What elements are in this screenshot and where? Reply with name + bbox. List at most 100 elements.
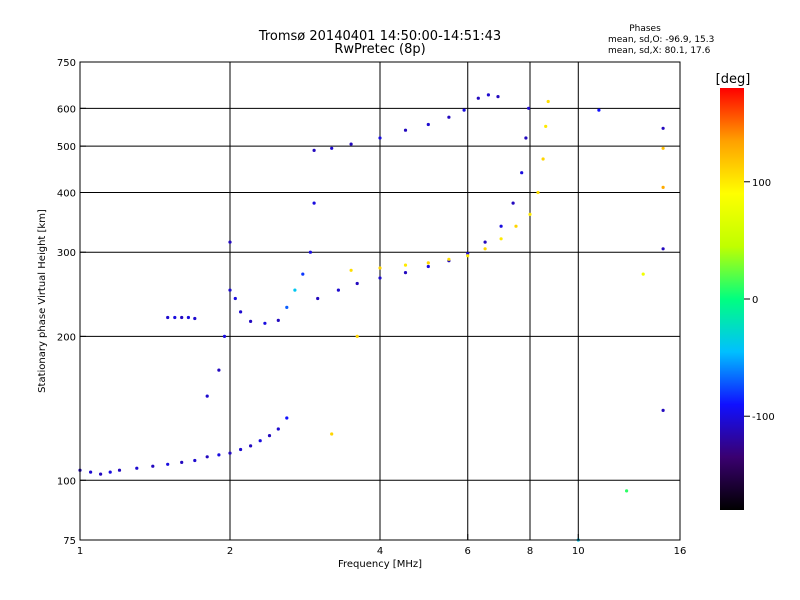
data-point — [625, 489, 629, 493]
data-point — [378, 136, 382, 140]
stats-heading: Phases — [629, 24, 661, 34]
data-point — [466, 254, 470, 258]
y-tick-label: 500 — [57, 142, 76, 153]
data-point — [546, 99, 550, 104]
data-point — [641, 272, 645, 276]
data-point — [249, 319, 253, 323]
x-tick-label: 6 — [465, 546, 471, 557]
data-point — [228, 288, 232, 292]
data-point — [228, 240, 232, 244]
data-point — [483, 240, 487, 244]
data-point — [483, 247, 487, 251]
y-tick-label: 300 — [57, 248, 76, 259]
x-tick-label: 2 — [227, 546, 233, 557]
data-point — [173, 315, 177, 320]
data-point — [193, 316, 197, 321]
colorbar-tick-label: -100 — [752, 412, 775, 423]
data-point — [476, 96, 480, 100]
grid — [80, 62, 680, 540]
data-point — [447, 257, 451, 261]
data-point — [403, 271, 408, 275]
data-point — [222, 334, 227, 338]
y-tick-label: 75 — [63, 536, 76, 547]
data-point — [536, 190, 540, 195]
x-tick-label: 4 — [377, 546, 383, 557]
data-point — [267, 434, 272, 438]
data-point — [520, 171, 524, 175]
data-point — [524, 136, 528, 140]
x-tick-label: 10 — [572, 546, 585, 557]
data-point — [285, 305, 289, 309]
x-tick-label: 16 — [674, 546, 687, 557]
data-point — [276, 427, 280, 431]
y-axis: 75 100 200 300 400 500 600 750 — [57, 58, 86, 547]
data-point — [217, 453, 221, 457]
stats-x: mean, sd,X: 80.1, 17.6 — [608, 46, 711, 56]
data-point — [514, 224, 518, 228]
data-point — [544, 124, 548, 128]
data-point — [499, 237, 503, 241]
y-tick-label: 100 — [57, 476, 76, 487]
data-point — [301, 272, 305, 276]
data-point — [233, 296, 237, 301]
colorbar — [720, 88, 744, 510]
data-point — [426, 264, 430, 269]
data-point — [312, 201, 316, 205]
data-point — [166, 315, 170, 320]
data-point — [355, 334, 359, 338]
data-point — [426, 261, 430, 265]
data-point — [151, 464, 155, 468]
data-point — [316, 296, 320, 301]
chart-subtitle: RwPretec (8p) — [334, 42, 425, 57]
data-point — [117, 468, 122, 472]
data-point — [312, 148, 316, 152]
data-point — [511, 201, 515, 205]
data-point — [336, 288, 340, 292]
data-point — [378, 266, 382, 270]
data-point — [661, 126, 665, 130]
data-point — [447, 115, 451, 119]
data-point — [308, 250, 312, 254]
data-point — [330, 432, 334, 436]
data-point — [239, 310, 243, 314]
data-point — [486, 93, 490, 97]
data-point — [661, 408, 665, 412]
stats-o: mean, sd,O: -96.9, 15.3 — [608, 35, 714, 45]
y-tick-label: 750 — [57, 58, 76, 69]
data-point — [186, 315, 190, 320]
data-point — [597, 108, 601, 112]
data-point — [661, 247, 665, 251]
data-point — [166, 462, 170, 466]
colorbar-tick-label: 0 — [752, 295, 758, 306]
data-point — [293, 288, 297, 292]
data-point — [263, 321, 267, 325]
data-points — [78, 93, 665, 542]
data-point — [541, 157, 545, 161]
data-point — [193, 458, 197, 463]
data-point — [285, 416, 289, 420]
data-point — [499, 224, 503, 228]
data-point — [249, 444, 253, 448]
colorbar-label: [deg] — [716, 72, 751, 87]
data-point — [378, 276, 382, 280]
data-point — [462, 108, 466, 112]
data-point — [180, 315, 184, 320]
x-axis-label: Frequency [MHz] — [338, 559, 422, 570]
data-point — [108, 470, 112, 474]
chart-title: Tromsø 20140401 14:50:00-14:51:43 — [258, 29, 501, 44]
x-tick-label: 8 — [527, 546, 533, 557]
data-point — [349, 268, 353, 272]
x-tick-label: 1 — [77, 546, 83, 557]
y-axis-label: Stationary phase Virtual Height [km] — [37, 209, 48, 393]
data-point — [661, 185, 665, 189]
y-tick-label: 400 — [57, 188, 76, 199]
data-point — [528, 212, 532, 216]
data-point — [403, 263, 408, 267]
data-point — [135, 466, 139, 470]
data-point — [89, 470, 93, 474]
y-tick-label: 200 — [57, 332, 76, 343]
data-point — [496, 95, 500, 99]
data-point — [330, 146, 334, 150]
colorbar-ticks: 100 0 -100 — [744, 178, 775, 423]
